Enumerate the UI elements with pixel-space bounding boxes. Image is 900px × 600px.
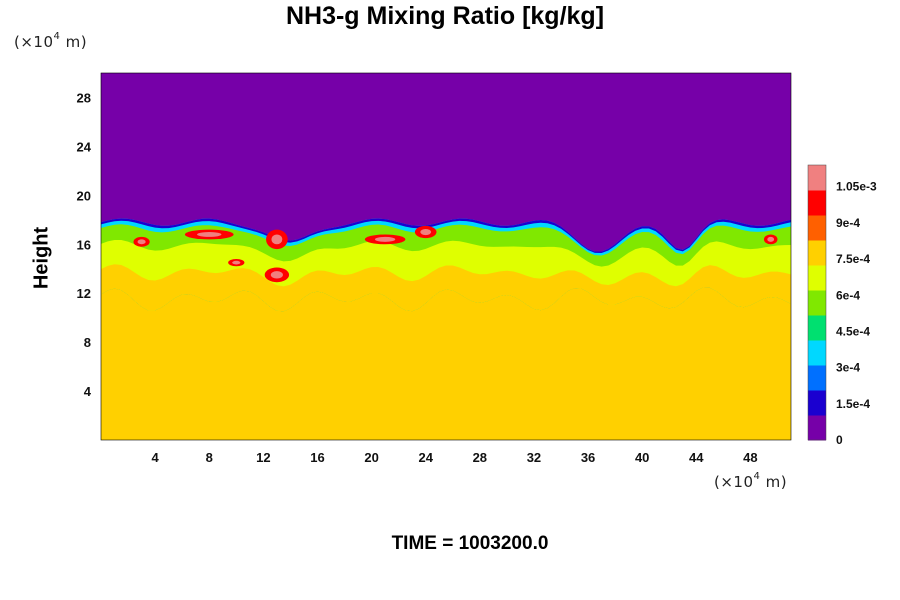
y-tick-label: 24 [77,139,92,154]
hot-spot-core [137,239,146,245]
hot-spot-core [271,234,283,245]
y-tick-label: 28 [77,90,91,105]
x-tick-label: 24 [418,450,433,465]
y-axis-unit: (×104 m) [14,31,88,51]
hot-spot-core [197,232,222,237]
colorbar-label: 1.05e-3 [836,180,877,194]
hot-spot-core [232,260,241,265]
colorbar-segment [808,165,826,191]
y-tick-label: 12 [77,286,91,301]
chart-title: NH3-g Mixing Ratio [kg/kg] [285,2,605,30]
colorbar-label: 0 [836,433,843,447]
colorbar-segment [808,390,826,416]
x-tick-label: 12 [256,450,270,465]
colorbar-label: 7.5e-4 [836,252,870,266]
colorbar-frame [807,164,827,441]
hot-spot-core [767,236,775,242]
lower-layer [101,287,791,440]
colorbar-segment [808,340,826,366]
x-tick-label: 36 [581,450,595,465]
heatmap-field [101,73,791,440]
x-tick-label: 20 [364,450,378,465]
x-axis-unit: (×104 m) [714,471,788,491]
colorbar-label: 1.5e-4 [836,397,870,411]
time-footer: TIME = 1003200.0 [391,533,549,554]
colorbar-segment [808,215,826,241]
colorbar-segment [808,240,826,266]
colorbar-segment [808,190,826,216]
colorbar-label: 3e-4 [836,361,860,375]
colorbar-segment [808,265,826,291]
x-tick-label: 4 [152,450,160,465]
x-tick-label: 40 [635,450,649,465]
x-tick-label: 48 [743,450,757,465]
colorbar-label: 9e-4 [836,216,860,230]
hot-spot-core [374,236,396,242]
plot-frame [100,72,792,441]
x-tick-label: 8 [206,450,213,465]
colorbar-segment [808,415,826,441]
x-tick-label: 28 [473,450,487,465]
y-tick-label: 8 [84,335,91,350]
y-tick-label: 20 [77,188,91,203]
x-tick-label: 44 [689,450,704,465]
y-tick-label: 4 [84,384,92,399]
colorbar-segment [808,365,826,391]
colorbar-label: 4.5e-4 [836,324,870,338]
mix-band-yellow [101,264,791,312]
hot-spot-core [420,228,432,236]
hot-spot-core [270,271,283,279]
x-tick-label: 16 [310,450,324,465]
x-tick-label: 32 [527,450,541,465]
y-tick-label: 16 [77,237,91,252]
colorbar-label: 6e-4 [836,288,860,302]
colorbar-segment [808,290,826,316]
colorbar-segment [808,315,826,341]
